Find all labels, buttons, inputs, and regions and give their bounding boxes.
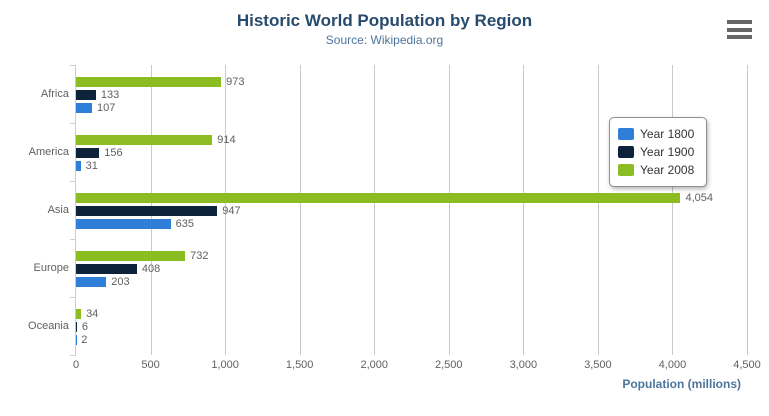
bar-year-1800-europe[interactable] xyxy=(76,277,107,287)
page-title: Historic World Population by Region xyxy=(236,11,533,30)
bar-year-1900-oceania[interactable] xyxy=(76,322,77,332)
export-menu-button[interactable] xyxy=(727,20,753,39)
legend-label-year-1800: Year 1800 xyxy=(640,127,695,141)
bar-year-1900-asia[interactable] xyxy=(76,206,218,216)
legend-item-year-1800[interactable]: Year 1800 xyxy=(618,125,694,143)
value-tick-label-2-000: 2,000 xyxy=(360,359,388,371)
bar-year-2008-oceania[interactable] xyxy=(76,309,82,319)
category-axis-tick xyxy=(70,297,76,298)
bar-year-1900-europe[interactable] xyxy=(76,264,137,274)
bar-year-2008-america[interactable] xyxy=(76,135,213,145)
bar-year-1900-africa[interactable] xyxy=(76,90,96,100)
category-label-africa: Africa xyxy=(40,88,69,100)
value-axis-title: Population (millions) xyxy=(622,377,741,391)
value-label-year-1900-asia: 947 xyxy=(222,205,241,217)
value-tick-label-4-000: 4,000 xyxy=(658,359,687,371)
legend-item-year-2008[interactable]: Year 2008 xyxy=(618,161,694,179)
legend-symbol-year-1900 xyxy=(618,146,634,158)
category-axis-tick xyxy=(70,65,76,66)
value-tick-label-0: 0 xyxy=(72,359,80,371)
value-label-year-1800-europe: 203 xyxy=(111,276,130,288)
category-axis-line xyxy=(75,65,76,355)
value-label-year-1800-oceania: 2 xyxy=(81,334,88,346)
value-label-year-1800-asia: 635 xyxy=(175,218,195,230)
value-tick-label-3-000: 3,000 xyxy=(509,359,538,371)
value-tick-label-1-500: 1,500 xyxy=(285,359,314,371)
hamburger-icon xyxy=(727,27,752,32)
value-label-year-1900-africa: 133 xyxy=(100,89,120,101)
gridline xyxy=(522,65,524,355)
hamburger-icon xyxy=(727,20,752,24)
legend-symbol-year-1800 xyxy=(618,128,634,140)
value-label-year-1800-america: 31 xyxy=(85,160,98,172)
category-label-europe: Europe xyxy=(33,262,69,274)
value-tick-label-2-500: 2,500 xyxy=(435,359,463,371)
bar-year-1800-asia[interactable] xyxy=(76,219,171,229)
bar-year-2008-europe[interactable] xyxy=(76,251,186,261)
legend-symbol-year-2008 xyxy=(618,164,634,176)
legend-item-year-1900[interactable]: Year 1900 xyxy=(618,143,694,161)
value-label-year-2008-oceania: 34 xyxy=(86,308,99,320)
category-axis-tick xyxy=(70,239,76,240)
value-label-year-1800-africa: 107 xyxy=(96,102,116,114)
value-label-year-1900-oceania: 6 xyxy=(81,321,89,333)
value-label-year-2008-america: 914 xyxy=(217,134,236,146)
bar-year-1900-america[interactable] xyxy=(76,148,100,158)
gridline xyxy=(671,65,673,355)
legend-label-year-1900: Year 1900 xyxy=(640,145,695,159)
category-label-america: America xyxy=(28,146,69,158)
category-axis-tick xyxy=(70,123,76,124)
gridline xyxy=(746,65,748,355)
gridline xyxy=(448,65,450,355)
value-label-year-1900-europe: 408 xyxy=(141,263,161,275)
bar-year-1800-america[interactable] xyxy=(76,161,81,171)
value-label-year-2008-asia: 4,054 xyxy=(685,192,714,204)
gridline xyxy=(224,65,226,355)
value-label-year-1900-america: 156 xyxy=(104,147,123,159)
gridline xyxy=(373,65,375,355)
gridline xyxy=(597,65,599,355)
value-tick-label-4-500: 4,500 xyxy=(733,359,761,371)
hamburger-icon xyxy=(727,35,752,39)
plot-area: 973 133 107 914 156 31 4,054 947 635 732 408 203 34 6… xyxy=(76,65,748,355)
value-tick-label-3-500: 3,500 xyxy=(584,359,612,371)
legend-label-year-2008: Year 2008 xyxy=(640,163,695,177)
category-label-oceania: Oceania xyxy=(28,320,69,332)
gridline xyxy=(299,65,301,355)
legend: Year 1800 Year 1900 Year 2008 xyxy=(609,117,708,187)
value-label-year-2008-europe: 732 xyxy=(190,250,209,262)
value-tick-label-1-000: 1,000 xyxy=(211,359,239,371)
category-label-asia: Asia xyxy=(47,204,69,216)
value-label-year-2008-africa: 973 xyxy=(226,76,245,88)
chart-subtitle: Source: Wikipedia.org xyxy=(325,33,444,47)
bar-year-2008-asia[interactable] xyxy=(76,193,681,203)
value-tick-label-500: 500 xyxy=(141,359,160,371)
category-axis-tick xyxy=(70,181,76,182)
bar-year-2008-africa[interactable] xyxy=(76,77,222,87)
category-axis-tick xyxy=(70,355,76,356)
bar-year-1800-africa[interactable] xyxy=(76,103,92,113)
